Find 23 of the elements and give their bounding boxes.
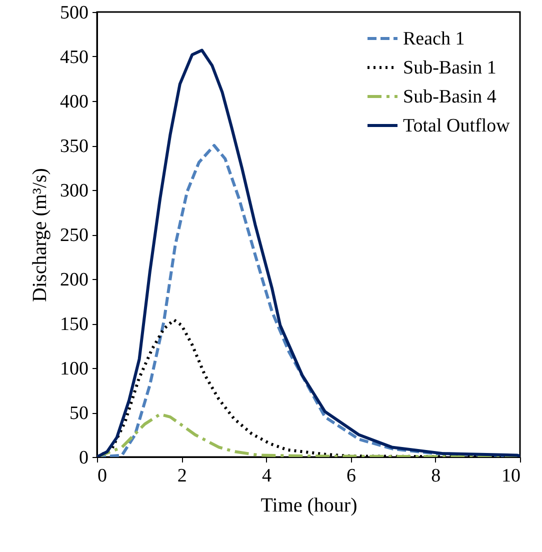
x-tick-label: 8 [431, 466, 441, 486]
y-tick-label: 200 [60, 270, 88, 290]
y-tick-label: 0 [79, 448, 88, 468]
x-tick-label: 6 [346, 466, 356, 486]
x-tick-label: 4 [262, 466, 272, 486]
y-tick-label: 500 [60, 2, 88, 24]
y-tick-label: 450 [60, 47, 88, 68]
y-tick-label: 250 [60, 225, 88, 246]
y-tick-label: 150 [60, 314, 88, 335]
legend-label: Total Outflow [403, 116, 510, 136]
y-tick-label: 50 [70, 403, 88, 424]
y-tick-label: 350 [60, 136, 88, 157]
x-tick-label: 2 [177, 466, 187, 486]
y-axis-title: Discharge (m³/s) [29, 168, 51, 302]
x-tick-label: 10 [502, 466, 520, 486]
legend-label: Sub-Basin 1 [403, 58, 496, 78]
y-tick-label: 300 [60, 180, 88, 202]
y-tick-label: 100 [60, 358, 88, 380]
x-axis-title: Time (hour) [260, 494, 358, 516]
legend-label: Sub-Basin 4 [403, 86, 497, 108]
x-tick-label: 0 [98, 466, 107, 486]
y-tick-label: 400 [60, 92, 88, 112]
legend-label: Reach 1 [403, 28, 465, 50]
